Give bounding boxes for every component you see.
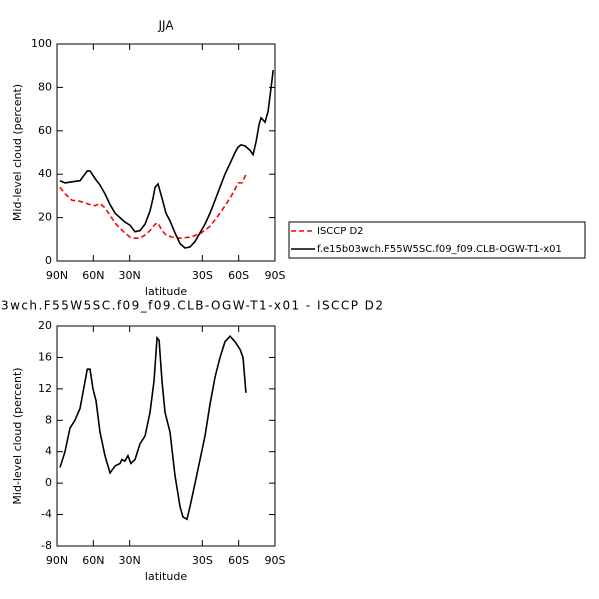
y-tick-label: 20 [38,319,52,332]
y-tick-label: -8 [41,539,52,552]
x-tick-label: 30S [192,269,213,282]
chart-title: 3wch.F55W5SC.f09_f09.CLB-OGW-T1-x01 - IS… [1,299,383,313]
legend-box [288,221,586,259]
x-tick-label: 90S [265,554,286,567]
y-tick-label: 12 [38,382,52,395]
x-tick-label: 30S [192,554,213,567]
data-line [59,69,274,249]
y-tick-label: 16 [38,350,52,363]
x-tick-label: 60S [228,269,249,282]
x-tick-label: 90N [46,554,68,567]
y-tick-label: 80 [38,80,52,93]
plot-frame [56,43,276,262]
y-tick-label: 0 [45,476,52,489]
y-tick-label: 4 [45,445,52,458]
data-line [59,173,247,240]
x-tick-label: 60N [82,269,104,282]
legend-label: f.e15b03wch.F55W5SC.f09_f09.CLB-OGW-T1-x… [317,244,562,255]
y-axis-label: Mid-level cloud (percent) [11,84,24,221]
legend-label: ISCCP D2 [317,226,364,237]
x-tick-label: 30N [119,269,141,282]
y-tick-label: -4 [41,508,52,521]
chart-title: JJA [157,19,174,33]
y-tick-label: 20 [38,211,52,224]
plot-frame [56,325,276,547]
y-tick-label: 8 [45,413,52,426]
x-tick-label: 60S [228,554,249,567]
y-tick-label: 60 [38,124,52,137]
x-tick-label: 60N [82,554,104,567]
y-tick-label: 40 [38,167,52,180]
x-axis-label: latitude [145,285,187,298]
x-tick-label: 90S [265,269,286,282]
data-line [59,335,247,521]
x-axis-label: latitude [145,570,187,583]
x-tick-label: 90N [46,269,68,282]
y-axis-label: Mid-level cloud (percent) [11,367,24,504]
y-tick-label: 0 [45,254,52,267]
x-tick-label: 30N [119,554,141,567]
y-tick-label: 100 [31,37,52,50]
